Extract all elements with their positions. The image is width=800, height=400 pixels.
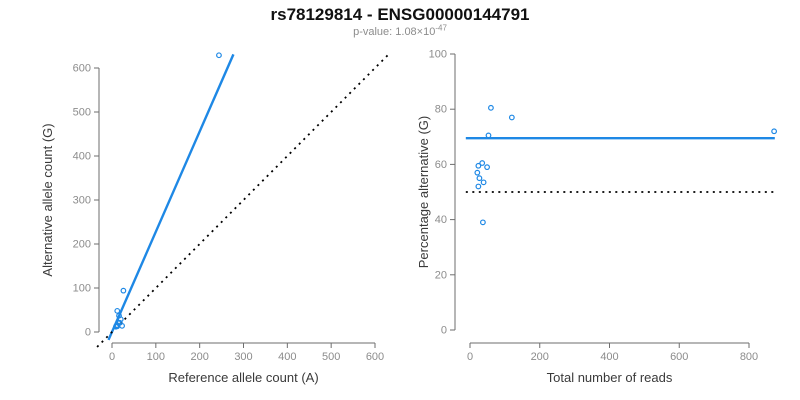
x-tick-label: 200 [190,351,208,363]
figure-title: rs78129814 - ENSG00000144791 [270,5,530,24]
x-tick-label: 500 [322,351,340,363]
x-tick-label: 600 [366,351,384,363]
data-point [485,132,492,139]
identity-line [96,52,391,348]
y-tick-label: 400 [73,151,91,163]
x-tick-label: 400 [278,351,296,363]
y-tick-label: 20 [435,269,447,281]
data-point [480,179,487,186]
data-point [479,160,486,166]
y-tick-label: 600 [73,63,91,75]
data-point [120,287,127,294]
data-point [475,183,482,190]
pvalue-label: p-value: 1.08×10 [353,26,436,38]
pvalue-exponent: -47 [435,23,447,33]
x-axis-label: Reference allele count (A) [168,370,318,385]
x-tick-label: 300 [234,351,252,363]
y-axis-label: Percentage alternative (G) [416,116,431,268]
x-tick-label: 800 [740,351,758,363]
x-tick-label: 0 [467,351,473,363]
data-point [474,169,481,176]
x-tick-label: 400 [600,351,618,363]
y-tick-label: 100 [73,283,91,295]
data-point [488,104,494,111]
x-tick-label: 0 [109,351,115,363]
data-point [216,52,222,59]
data-point [508,114,515,121]
y-axis-label: Alternative allele count (G) [40,123,55,276]
allele-counts-scatter: 0 100 200 300 400 500 600 0 100 200 300 400 500 600 Re… [40,52,391,385]
y-tick-label: 0 [85,327,91,339]
y-tick-label: 100 [429,49,447,61]
x-axis-label: Total number of reads [547,370,673,385]
data-point [476,175,483,182]
y-tick-label: 80 [435,104,447,116]
y-tick-label: 200 [73,239,91,251]
y-tick-label: 40 [435,214,447,226]
figure-subtitle: p-value: 1.08×10-47 [0,23,800,38]
data-point [114,307,121,314]
y-tick-label: 60 [435,159,447,171]
x-tick-label: 600 [670,351,688,363]
data-point [484,164,490,171]
y-tick-label: 300 [73,195,91,207]
percentage-vs-reads-scatter: 0 20 40 60 80 100 0 200 400 600 800 Total number of… [416,49,778,385]
x-tick-label: 100 [147,351,165,363]
data-point [475,162,482,169]
y-tick-label: 0 [441,325,447,337]
y-tick-label: 500 [73,107,91,119]
data-point [771,128,778,135]
fitted-allelic-ratio-line [107,53,235,341]
data-point [480,219,486,226]
x-tick-label: 200 [531,351,549,363]
data-point [113,323,119,330]
